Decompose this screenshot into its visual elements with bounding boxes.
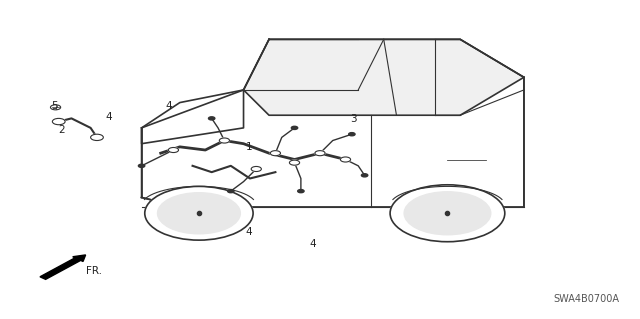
Text: 4: 4 [105, 112, 112, 122]
Circle shape [138, 164, 145, 167]
Circle shape [51, 105, 61, 110]
Text: 2: 2 [59, 125, 65, 135]
Text: 4: 4 [165, 101, 172, 111]
Circle shape [157, 193, 241, 234]
Circle shape [52, 118, 65, 125]
Circle shape [315, 151, 325, 156]
Circle shape [145, 186, 253, 240]
Polygon shape [141, 90, 244, 144]
Polygon shape [244, 39, 524, 115]
Circle shape [390, 185, 505, 242]
Circle shape [91, 134, 103, 141]
FancyArrow shape [40, 255, 86, 279]
Circle shape [362, 174, 368, 177]
Text: SWA4B0700A: SWA4B0700A [554, 293, 620, 304]
Text: 4: 4 [245, 226, 252, 237]
Polygon shape [141, 39, 524, 207]
Circle shape [404, 192, 491, 235]
Text: 5: 5 [51, 101, 58, 111]
Text: 3: 3 [350, 114, 356, 124]
Text: 4: 4 [309, 239, 316, 249]
Circle shape [168, 147, 179, 152]
Circle shape [289, 160, 300, 165]
Text: 1: 1 [245, 143, 252, 152]
Circle shape [291, 126, 298, 130]
Circle shape [209, 117, 215, 120]
Text: FR.: FR. [86, 266, 102, 276]
Circle shape [349, 133, 355, 136]
Circle shape [228, 189, 234, 193]
Circle shape [340, 157, 351, 162]
Circle shape [270, 151, 280, 156]
Circle shape [220, 138, 230, 143]
Circle shape [298, 189, 304, 193]
Circle shape [251, 167, 261, 172]
